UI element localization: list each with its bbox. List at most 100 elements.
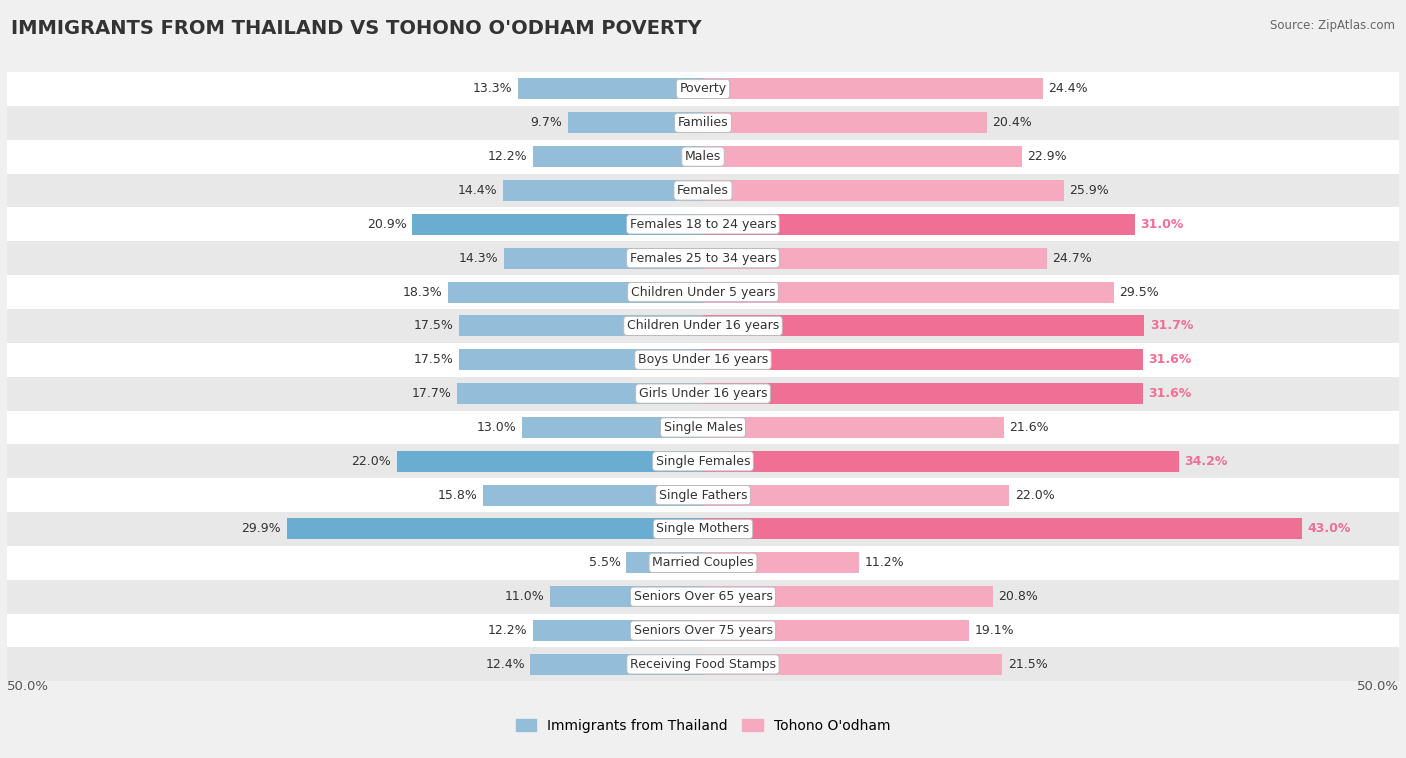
- Text: Poverty: Poverty: [679, 83, 727, 96]
- Bar: [530, 654, 703, 675]
- Text: 20.9%: 20.9%: [367, 218, 406, 231]
- Bar: [703, 620, 969, 641]
- Bar: [703, 451, 1180, 471]
- Text: 13.3%: 13.3%: [472, 83, 512, 96]
- Bar: [484, 484, 703, 506]
- Text: Single Males: Single Males: [664, 421, 742, 434]
- Text: 25.9%: 25.9%: [1069, 184, 1109, 197]
- Text: 20.4%: 20.4%: [993, 116, 1032, 130]
- Bar: [703, 518, 1302, 540]
- Bar: [7, 647, 1399, 681]
- Text: Females: Females: [678, 184, 728, 197]
- Text: Children Under 5 years: Children Under 5 years: [631, 286, 775, 299]
- Bar: [703, 315, 1144, 337]
- Text: Source: ZipAtlas.com: Source: ZipAtlas.com: [1270, 19, 1395, 32]
- Text: 24.7%: 24.7%: [1052, 252, 1092, 265]
- Bar: [703, 112, 987, 133]
- Text: 11.0%: 11.0%: [505, 590, 544, 603]
- Bar: [7, 106, 1399, 139]
- Text: 31.6%: 31.6%: [1149, 353, 1192, 366]
- Text: Seniors Over 75 years: Seniors Over 75 years: [634, 624, 772, 637]
- Text: 17.5%: 17.5%: [413, 353, 454, 366]
- Bar: [7, 241, 1399, 275]
- Bar: [7, 614, 1399, 647]
- Bar: [533, 620, 703, 641]
- Text: 50.0%: 50.0%: [7, 680, 49, 693]
- Bar: [703, 383, 1143, 404]
- Bar: [703, 214, 1135, 235]
- Text: 14.4%: 14.4%: [457, 184, 496, 197]
- Bar: [703, 654, 1002, 675]
- Bar: [7, 478, 1399, 512]
- Text: 29.5%: 29.5%: [1119, 286, 1159, 299]
- Bar: [7, 309, 1399, 343]
- Bar: [7, 343, 1399, 377]
- Bar: [703, 586, 993, 607]
- Text: 12.4%: 12.4%: [485, 658, 524, 671]
- Text: Single Females: Single Females: [655, 455, 751, 468]
- Text: 50.0%: 50.0%: [1357, 680, 1399, 693]
- Bar: [522, 417, 703, 438]
- Text: IMMIGRANTS FROM THAILAND VS TOHONO O'ODHAM POVERTY: IMMIGRANTS FROM THAILAND VS TOHONO O'ODH…: [11, 19, 702, 38]
- Text: 31.0%: 31.0%: [1140, 218, 1184, 231]
- Bar: [7, 580, 1399, 614]
- Text: 13.0%: 13.0%: [477, 421, 516, 434]
- Bar: [396, 451, 703, 471]
- Bar: [533, 146, 703, 167]
- Bar: [703, 417, 1004, 438]
- Text: Children Under 16 years: Children Under 16 years: [627, 319, 779, 333]
- Text: 20.8%: 20.8%: [998, 590, 1038, 603]
- Bar: [703, 248, 1047, 268]
- Bar: [703, 553, 859, 573]
- Bar: [287, 518, 703, 540]
- Text: Single Mothers: Single Mothers: [657, 522, 749, 535]
- Bar: [7, 72, 1399, 106]
- Text: Females 25 to 34 years: Females 25 to 34 years: [630, 252, 776, 265]
- Text: 22.9%: 22.9%: [1028, 150, 1067, 163]
- Legend: Immigrants from Thailand, Tohono O'odham: Immigrants from Thailand, Tohono O'odham: [510, 713, 896, 738]
- Bar: [7, 444, 1399, 478]
- Bar: [550, 586, 703, 607]
- Text: Girls Under 16 years: Girls Under 16 years: [638, 387, 768, 400]
- Text: 9.7%: 9.7%: [530, 116, 562, 130]
- Text: 17.5%: 17.5%: [413, 319, 454, 333]
- Bar: [703, 180, 1063, 201]
- Text: Boys Under 16 years: Boys Under 16 years: [638, 353, 768, 366]
- Text: 24.4%: 24.4%: [1049, 83, 1088, 96]
- Text: 17.7%: 17.7%: [411, 387, 451, 400]
- Text: Seniors Over 65 years: Seniors Over 65 years: [634, 590, 772, 603]
- Text: 14.3%: 14.3%: [458, 252, 498, 265]
- Bar: [460, 315, 703, 337]
- Bar: [627, 553, 703, 573]
- Text: 5.5%: 5.5%: [589, 556, 621, 569]
- Text: 22.0%: 22.0%: [352, 455, 391, 468]
- Text: 19.1%: 19.1%: [974, 624, 1014, 637]
- Text: 18.3%: 18.3%: [404, 286, 443, 299]
- Bar: [502, 180, 703, 201]
- Bar: [7, 174, 1399, 208]
- Text: Married Couples: Married Couples: [652, 556, 754, 569]
- Text: 11.2%: 11.2%: [865, 556, 904, 569]
- Bar: [703, 281, 1114, 302]
- Text: 12.2%: 12.2%: [488, 150, 527, 163]
- Text: Males: Males: [685, 150, 721, 163]
- Bar: [703, 78, 1043, 99]
- Text: 15.8%: 15.8%: [437, 489, 478, 502]
- Text: 31.6%: 31.6%: [1149, 387, 1192, 400]
- Bar: [7, 411, 1399, 444]
- Text: 22.0%: 22.0%: [1015, 489, 1054, 502]
- Text: 43.0%: 43.0%: [1308, 522, 1351, 535]
- Text: 34.2%: 34.2%: [1185, 455, 1227, 468]
- Bar: [568, 112, 703, 133]
- Bar: [7, 208, 1399, 241]
- Text: 29.9%: 29.9%: [242, 522, 281, 535]
- Text: Families: Families: [678, 116, 728, 130]
- Text: 12.2%: 12.2%: [488, 624, 527, 637]
- Bar: [503, 248, 703, 268]
- Text: Single Fathers: Single Fathers: [659, 489, 747, 502]
- Bar: [703, 349, 1143, 370]
- Bar: [7, 546, 1399, 580]
- Bar: [460, 349, 703, 370]
- Text: 31.7%: 31.7%: [1150, 319, 1194, 333]
- Bar: [449, 281, 703, 302]
